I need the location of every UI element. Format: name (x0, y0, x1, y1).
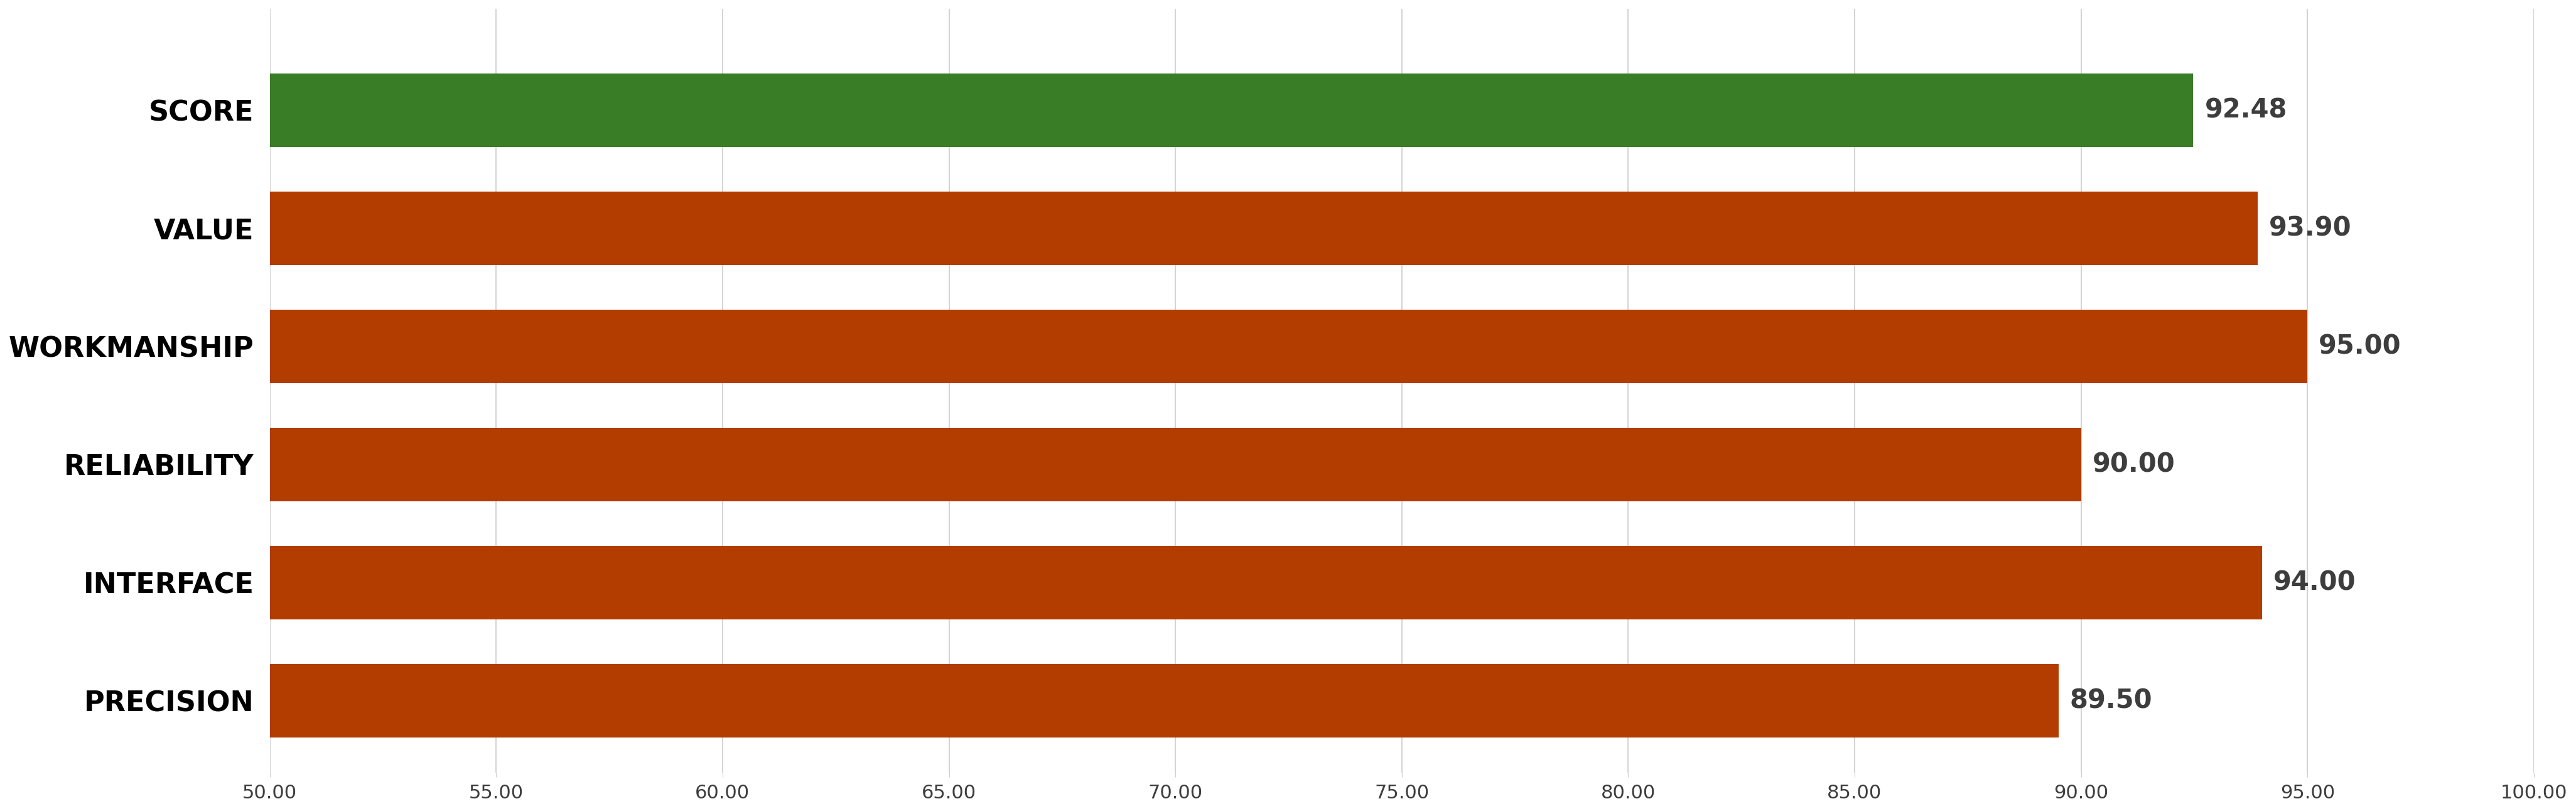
Bar (270, 546, 2262, 620)
Bar (270, 74, 2192, 147)
Text: 95.00: 95.00 (2318, 333, 2401, 359)
Text: 94.00: 94.00 (2275, 569, 2357, 596)
Bar (270, 310, 2308, 383)
Text: 89.50: 89.50 (2069, 688, 2154, 714)
Bar (270, 191, 2257, 265)
Text: 90.00: 90.00 (2092, 452, 2174, 478)
Bar (270, 428, 2081, 501)
Text: 92.48: 92.48 (2205, 97, 2287, 123)
Text: 93.90: 93.90 (2269, 215, 2352, 242)
Bar (270, 664, 2058, 737)
